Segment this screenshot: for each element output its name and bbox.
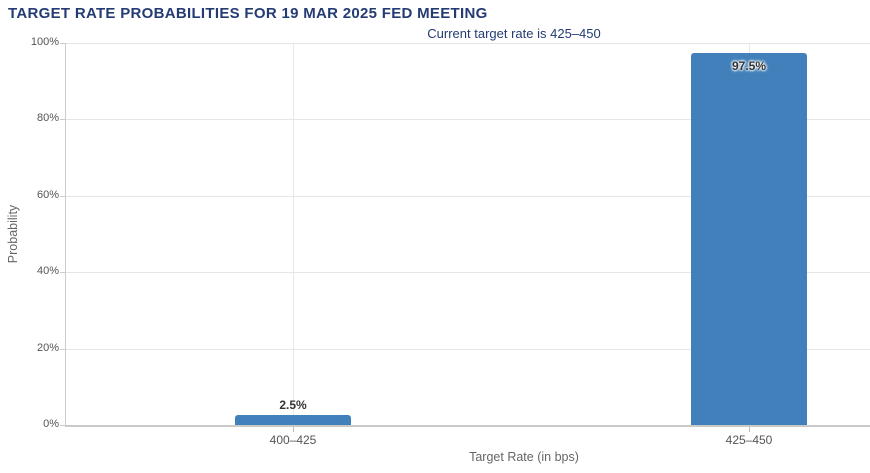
x-axis-tick: [749, 427, 750, 432]
horizontal-gridline: [65, 272, 870, 274]
bar-value-label: 97.5%: [731, 58, 767, 73]
chart-subtitle: Current target rate is 425–450: [427, 26, 601, 41]
y-axis-tick: [60, 195, 65, 197]
y-axis-title: Probability: [6, 204, 20, 264]
vertical-gridline: [293, 43, 294, 425]
y-axis-line: [65, 43, 66, 427]
y-axis-tick: [60, 43, 65, 44]
chart-title: TARGET RATE PROBABILITIES FOR 19 MAR 202…: [8, 5, 488, 22]
y-tick-label: 0%: [43, 418, 59, 430]
x-axis-line: [65, 425, 870, 427]
y-axis-tick: [60, 119, 65, 121]
bar-value-label: 2.5%: [279, 398, 307, 413]
x-tick-label: 400–425: [269, 433, 317, 447]
y-axis-tick: [60, 272, 65, 274]
y-tick-label: 100%: [30, 36, 59, 48]
y-tick-label: 40%: [36, 265, 59, 278]
horizontal-gridline: [65, 119, 870, 121]
horizontal-gridline: [65, 195, 870, 197]
y-tick-label: 20%: [36, 341, 59, 354]
y-axis-tick: [60, 348, 65, 350]
bar-400-425[interactable]: [235, 415, 351, 425]
horizontal-gridline: [65, 348, 870, 350]
x-axis-title: Target Rate (in bps): [469, 450, 579, 464]
x-axis-tick: [293, 427, 294, 432]
bar-425-450[interactable]: [691, 52, 807, 425]
y-tick-label: 60%: [36, 188, 59, 201]
y-axis-tick: [60, 425, 65, 426]
x-tick-label: 425–450: [725, 433, 773, 447]
horizontal-gridline: [65, 43, 870, 44]
y-tick-label: 80%: [36, 112, 59, 125]
